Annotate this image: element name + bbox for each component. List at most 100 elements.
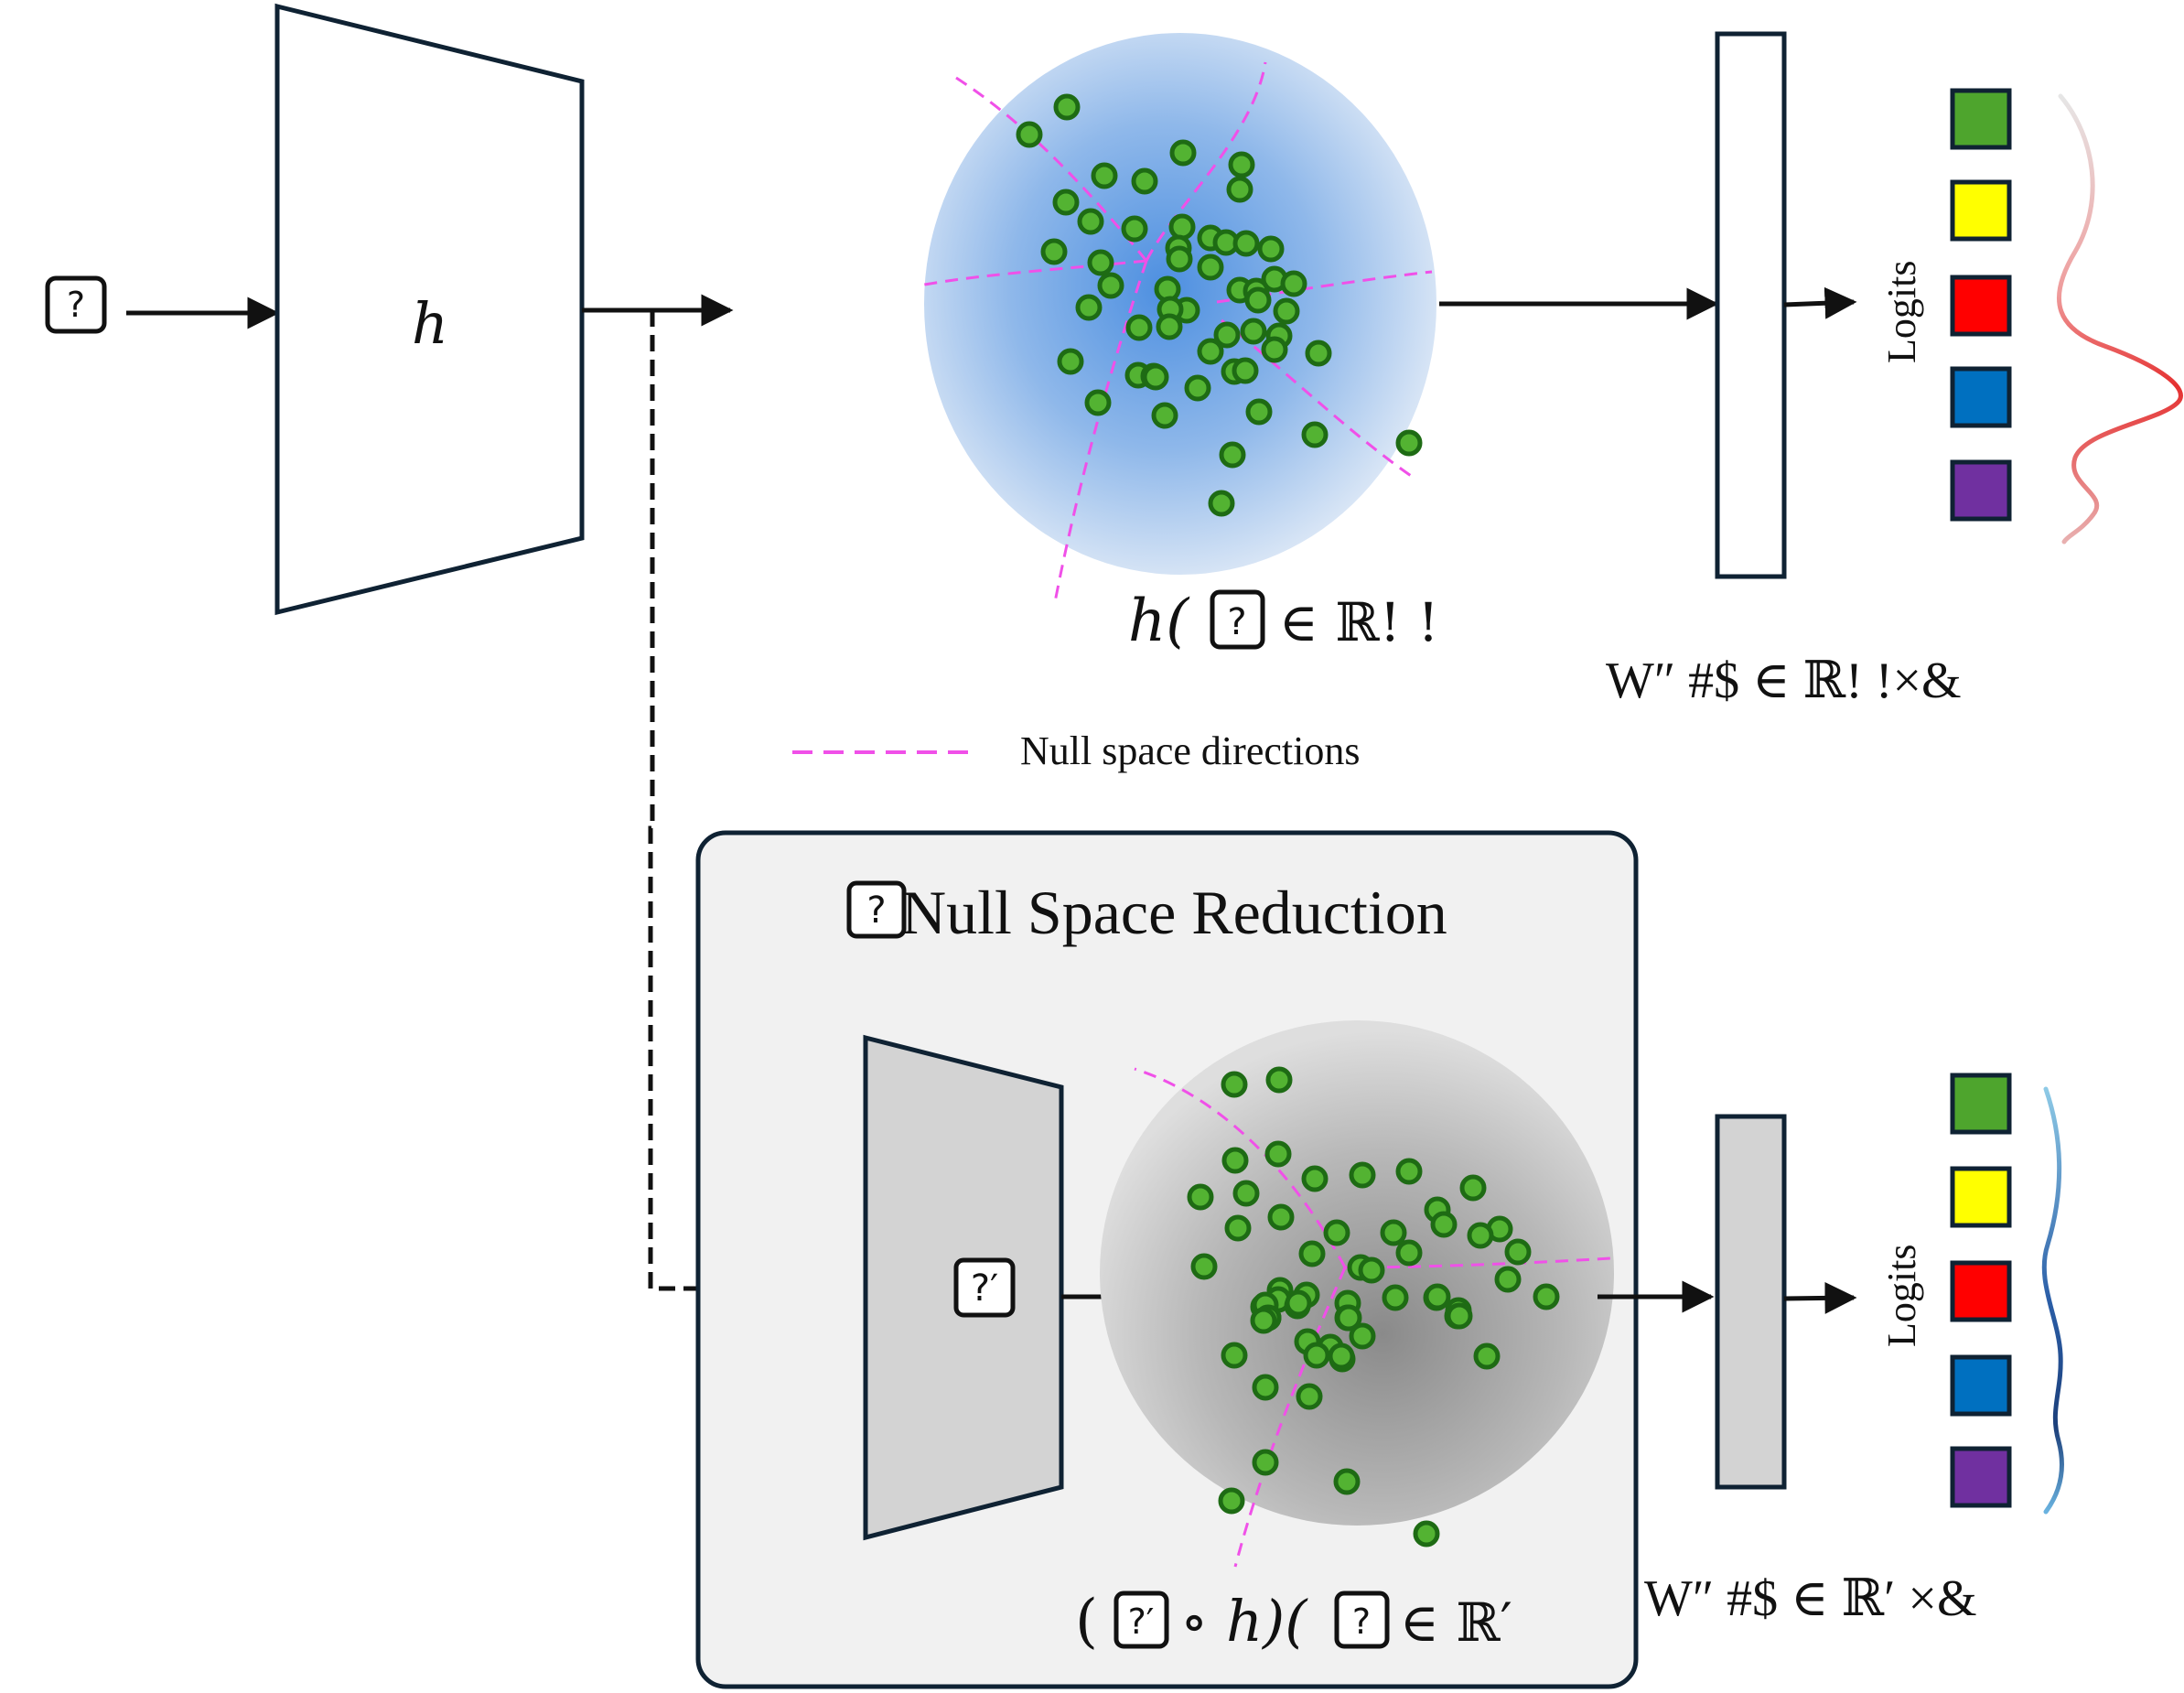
feature-point-bottom-10	[1267, 1203, 1295, 1231]
feature-point-top-18	[1166, 245, 1193, 273]
feature-point-bottom-8	[1395, 1158, 1423, 1185]
input-glyph: ?	[67, 285, 85, 325]
feature-point-bottom-5	[1232, 1180, 1260, 1207]
feature-point-bottom-20	[1504, 1238, 1532, 1266]
feature-point-bottom-58	[1413, 1520, 1440, 1547]
feature-point-top-40	[1305, 340, 1332, 367]
feature-point-bottom-18	[1298, 1240, 1326, 1267]
logit-square-top-1	[1950, 179, 2012, 242]
feature-point-top-22	[1280, 270, 1307, 297]
feature-point-bottom-52	[1328, 1343, 1355, 1370]
logit-square-top-0	[1950, 88, 2012, 150]
feature-point-top-41	[1184, 374, 1211, 402]
null-direction-top-5	[1053, 260, 1148, 603]
feature-point-top-36	[1197, 338, 1224, 365]
feature-point-top-2	[1169, 139, 1197, 167]
feature-point-bottom-56	[1333, 1468, 1361, 1495]
feature-point-bottom-57	[1218, 1487, 1245, 1515]
feature-point-bottom-49	[1250, 1307, 1277, 1334]
null-direction-bottom-0	[1134, 1067, 1347, 1268]
feature-point-top-35	[1156, 313, 1183, 340]
feature-point-top-11	[1040, 238, 1068, 265]
feature-point-top-7	[1052, 189, 1080, 216]
feature-point-bottom-31	[1382, 1284, 1409, 1311]
feature-point-top-9	[1121, 215, 1148, 243]
feature-point-top-19	[1097, 272, 1124, 299]
feature-point-bottom-50	[1473, 1343, 1501, 1370]
feature-point-bottom-41	[1446, 1302, 1473, 1330]
logit-square-top-2	[1950, 275, 2012, 337]
feature-point-bottom-17	[1467, 1222, 1494, 1249]
logit-square-bottom-0	[1950, 1073, 2012, 1135]
feature-point-top-49	[1301, 421, 1329, 448]
null-direction-top-1	[1145, 61, 1267, 262]
logit-squares-bottom	[1950, 1073, 2012, 1508]
svg-text:∘ h)(: ∘ h)(	[1180, 1588, 1308, 1655]
feature-point-top-16	[1232, 230, 1260, 257]
logits-label-top: Logits	[1879, 261, 1924, 363]
feature-point-bottom-19	[1395, 1239, 1423, 1267]
feature-point-bottom-21	[1190, 1253, 1218, 1280]
feature-point-top-52	[1208, 490, 1235, 517]
feature-point-top-1	[1016, 121, 1043, 148]
feature-point-top-6	[1226, 176, 1253, 203]
feature-point-bottom-2	[1221, 1147, 1249, 1174]
logit-squares-top	[1950, 88, 2012, 522]
feature-point-top-45	[1232, 357, 1259, 384]
feature-point-top-0	[1053, 93, 1081, 121]
feature-point-top-5	[1228, 151, 1255, 178]
feature-point-top-43	[1142, 363, 1169, 391]
feature-point-bottom-25	[1533, 1283, 1560, 1310]
feature-point-bottom-4	[1187, 1183, 1214, 1211]
feature-point-bottom-3	[1264, 1140, 1292, 1168]
feature-point-top-8	[1077, 208, 1104, 235]
feature-point-top-33	[1213, 321, 1241, 349]
bottom-feature-label: ( ?′ ∘ h)( ? ∈ ℝ′	[1075, 1588, 1512, 1655]
svg-text:?: ?	[866, 890, 886, 932]
logit-square-bottom-3	[1950, 1354, 2012, 1417]
feature-points-top	[1016, 93, 1423, 517]
svg-text:∈ ℝ′: ∈ ℝ′	[1400, 1591, 1512, 1654]
classifier-top-label: W″ #$ ∈ ℝ! !×&	[1606, 652, 1962, 709]
feature-point-top-20	[1197, 253, 1224, 281]
classifier-top	[1715, 31, 1787, 579]
feature-points-bottom	[1187, 1066, 1560, 1547]
feature-point-bottom-23	[1358, 1256, 1385, 1284]
svg-text:?′: ?′	[971, 1267, 998, 1310]
svg-text:(: (	[1075, 1588, 1098, 1655]
feature-point-top-4	[1131, 167, 1158, 195]
logits-label-bottom: Logits	[1879, 1245, 1924, 1347]
feature-point-top-17	[1257, 235, 1285, 263]
encoder-h-label: h	[412, 290, 448, 357]
feature-point-top-38	[1057, 348, 1084, 375]
feature-point-top-48	[1245, 398, 1273, 426]
logit-distribution-top	[2056, 93, 2183, 545]
feature-point-bottom-24	[1494, 1266, 1522, 1293]
classifier-bottom	[1715, 1114, 1787, 1490]
feature-point-bottom-9	[1459, 1174, 1487, 1202]
logit-square-top-4	[1950, 459, 2012, 522]
feature-point-bottom-1	[1265, 1066, 1293, 1094]
svg-text:Null Space Reduction: Null Space Reduction	[901, 878, 1447, 947]
feature-point-bottom-6	[1301, 1165, 1329, 1192]
feature-point-bottom-43	[1349, 1322, 1376, 1350]
feature-point-top-28	[1075, 294, 1103, 321]
svg-text:?′: ?′	[1128, 1601, 1155, 1642]
feature-point-bottom-12	[1323, 1219, 1350, 1246]
classifier-bottom-label: W″ #$ ∈ ℝ′ ×&	[1644, 1570, 1977, 1627]
feature-point-bottom-51	[1303, 1342, 1330, 1369]
feature-point-top-10	[1168, 213, 1196, 241]
feature-point-top-50	[1395, 429, 1423, 457]
feature-point-top-12	[1087, 249, 1114, 276]
classifier-to-logits-arrow-bottom	[1783, 1281, 1857, 1314]
feature-point-top-3	[1091, 162, 1118, 189]
feature-point-bottom-15	[1430, 1211, 1458, 1238]
logit-distribution-bottom	[2041, 1086, 2065, 1515]
feature-point-top-31	[1125, 314, 1153, 341]
feature-point-bottom-11	[1224, 1214, 1252, 1242]
feature-point-top-46	[1084, 389, 1112, 416]
svg-text:?: ?	[1352, 1601, 1371, 1642]
feature-point-top-30	[1273, 297, 1300, 325]
feature-point-bottom-42	[1335, 1304, 1362, 1332]
feature-point-top-44	[1261, 336, 1288, 363]
